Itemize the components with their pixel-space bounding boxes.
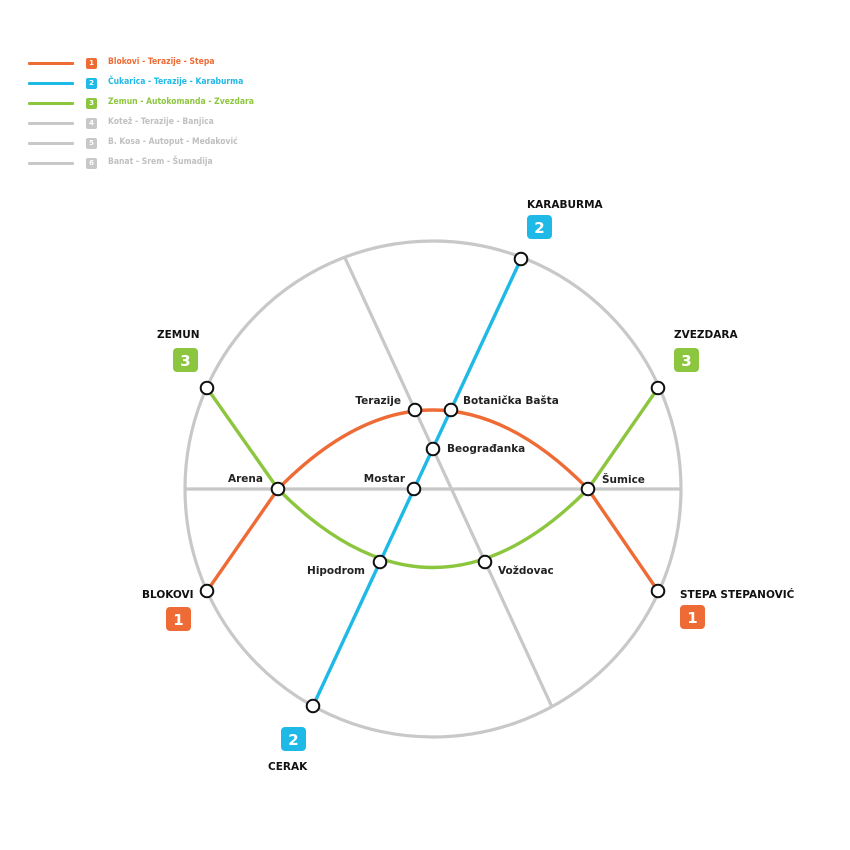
label-botanicka-basta: Botanička Bašta [463,395,559,407]
label-arena: Arena [228,473,263,485]
legend-item-line-2[interactable]: 2 Čukarica - Terazije - Karaburma [28,76,328,92]
station-zvezdara[interactable] [650,380,666,396]
terminus-zemun-badge [173,348,198,372]
legend-item-line-4[interactable]: 4 Kotež - Terazije - Banjica [28,116,328,132]
legend-item-line-5[interactable]: 5 B. Kosa - Autoput - Medaković [28,136,328,152]
line-3-route[interactable] [205,387,660,570]
inactive-lines [183,239,683,739]
station-karaburma[interactable] [513,251,529,267]
station-blokovi[interactable] [199,583,215,599]
line-5-swatch [28,142,74,145]
terminus-blokovi-badge [166,607,191,631]
terminus-zemun-label: ZEMUN [157,329,200,341]
line-1-label: Blokovi - Terazije - Stepa [108,57,215,67]
line-6-swatch [28,162,74,165]
terminus-zemun-line-number: 3 [180,352,190,370]
terminus-karaburma-line-number: 2 [534,219,544,237]
terminus-zvezdara-line-number: 3 [681,352,691,370]
line-1-badge: 1 [86,58,97,69]
terminus-zvezdara-label: ZVEZDARA [674,329,738,341]
line-4-swatch [28,122,74,125]
line-4-badge: 4 [86,118,97,129]
terminus-blokovi-label: BLOKOVI [142,589,194,601]
terminus-stepa-badge [680,605,705,629]
station-hipodrom[interactable] [372,554,388,570]
station-arena[interactable] [270,481,286,497]
station-beogradjanka[interactable] [425,441,441,457]
line-6-badge: 6 [86,158,97,169]
terminus-karaburma-label: KARABURMA [527,199,604,211]
station-sumice[interactable] [580,481,596,497]
station-zemun[interactable] [199,380,215,396]
label-terazije: Terazije [355,395,401,407]
station-botanicka-basta[interactable] [443,402,459,418]
line-1-route[interactable] [205,408,660,592]
terminus-stepa-label: STEPA STEPANOVIĆ [680,588,795,601]
terminus-cerak-label: CERAK [268,761,308,773]
legend-item-line-3[interactable]: 3 Zemun - Autokomanda - Zvezdara [28,96,328,112]
terminus-cerak-line-number: 2 [288,731,298,749]
line-1-swatch [28,62,74,65]
line-6-label: Banat - Srem - Šumadija [108,157,213,167]
label-hipodrom: Hipodrom [307,565,365,577]
line-2-badge: 2 [86,78,97,89]
label-mostar: Mostar [364,473,406,485]
station-cerak[interactable] [305,698,321,714]
stations [199,251,666,714]
line-3-label: Zemun - Autokomanda - Zvezdara [108,97,254,107]
terminus-karaburma-badge [527,215,552,239]
station-stepa[interactable] [650,583,666,599]
station-vozdovac[interactable] [477,554,493,570]
terminus-stepa-line-number: 1 [687,609,697,627]
line-2-swatch [28,82,74,85]
diagonal-grey-line [343,257,554,708]
line-5-label: B. Kosa - Autoput - Medaković [108,137,238,147]
label-vozdovac: Voždovac [498,565,554,577]
terminus-cerak-badge [281,727,306,751]
terminus-blokovi-line-number: 1 [173,611,183,629]
station-mostar[interactable] [406,481,422,497]
terminus-zvezdara-badge [674,348,699,372]
line-3-swatch [28,102,74,105]
label-sumice: Šumice [602,473,645,486]
label-beogradjanka: Beograđanka [447,443,525,455]
line-5-badge: 5 [86,138,97,149]
line-2-label: Čukarica - Terazije - Karaburma [108,77,244,87]
station-terazije[interactable] [407,402,423,418]
legend-item-line-1[interactable]: 1 Blokovi - Terazije - Stepa [28,56,328,72]
line-3-badge: 3 [86,98,97,109]
legend-item-line-6[interactable]: 6 Banat - Srem - Šumadija [28,156,328,172]
line-4-label: Kotež - Terazije - Banjica [108,117,214,127]
